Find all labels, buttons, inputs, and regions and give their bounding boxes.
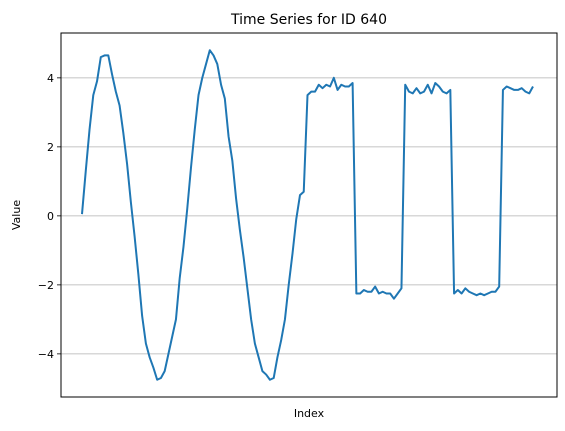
- y-tick-label: 4: [47, 72, 54, 85]
- y-tick-label: 2: [47, 141, 54, 154]
- plot-frame: [60, 32, 558, 398]
- chart-title: Time Series for ID 640: [230, 12, 387, 28]
- y-axis-ticks: −4 −2 0 2 4: [38, 72, 61, 361]
- y-tick-label: 0: [47, 210, 54, 223]
- gridlines: [61, 77, 557, 355]
- y-tick-label: −2: [38, 279, 54, 292]
- y-tick-label: −4: [38, 348, 54, 361]
- x-axis-label: Index: [294, 407, 325, 420]
- series-line: [81, 49, 534, 381]
- y-axis-label: Value: [10, 200, 23, 230]
